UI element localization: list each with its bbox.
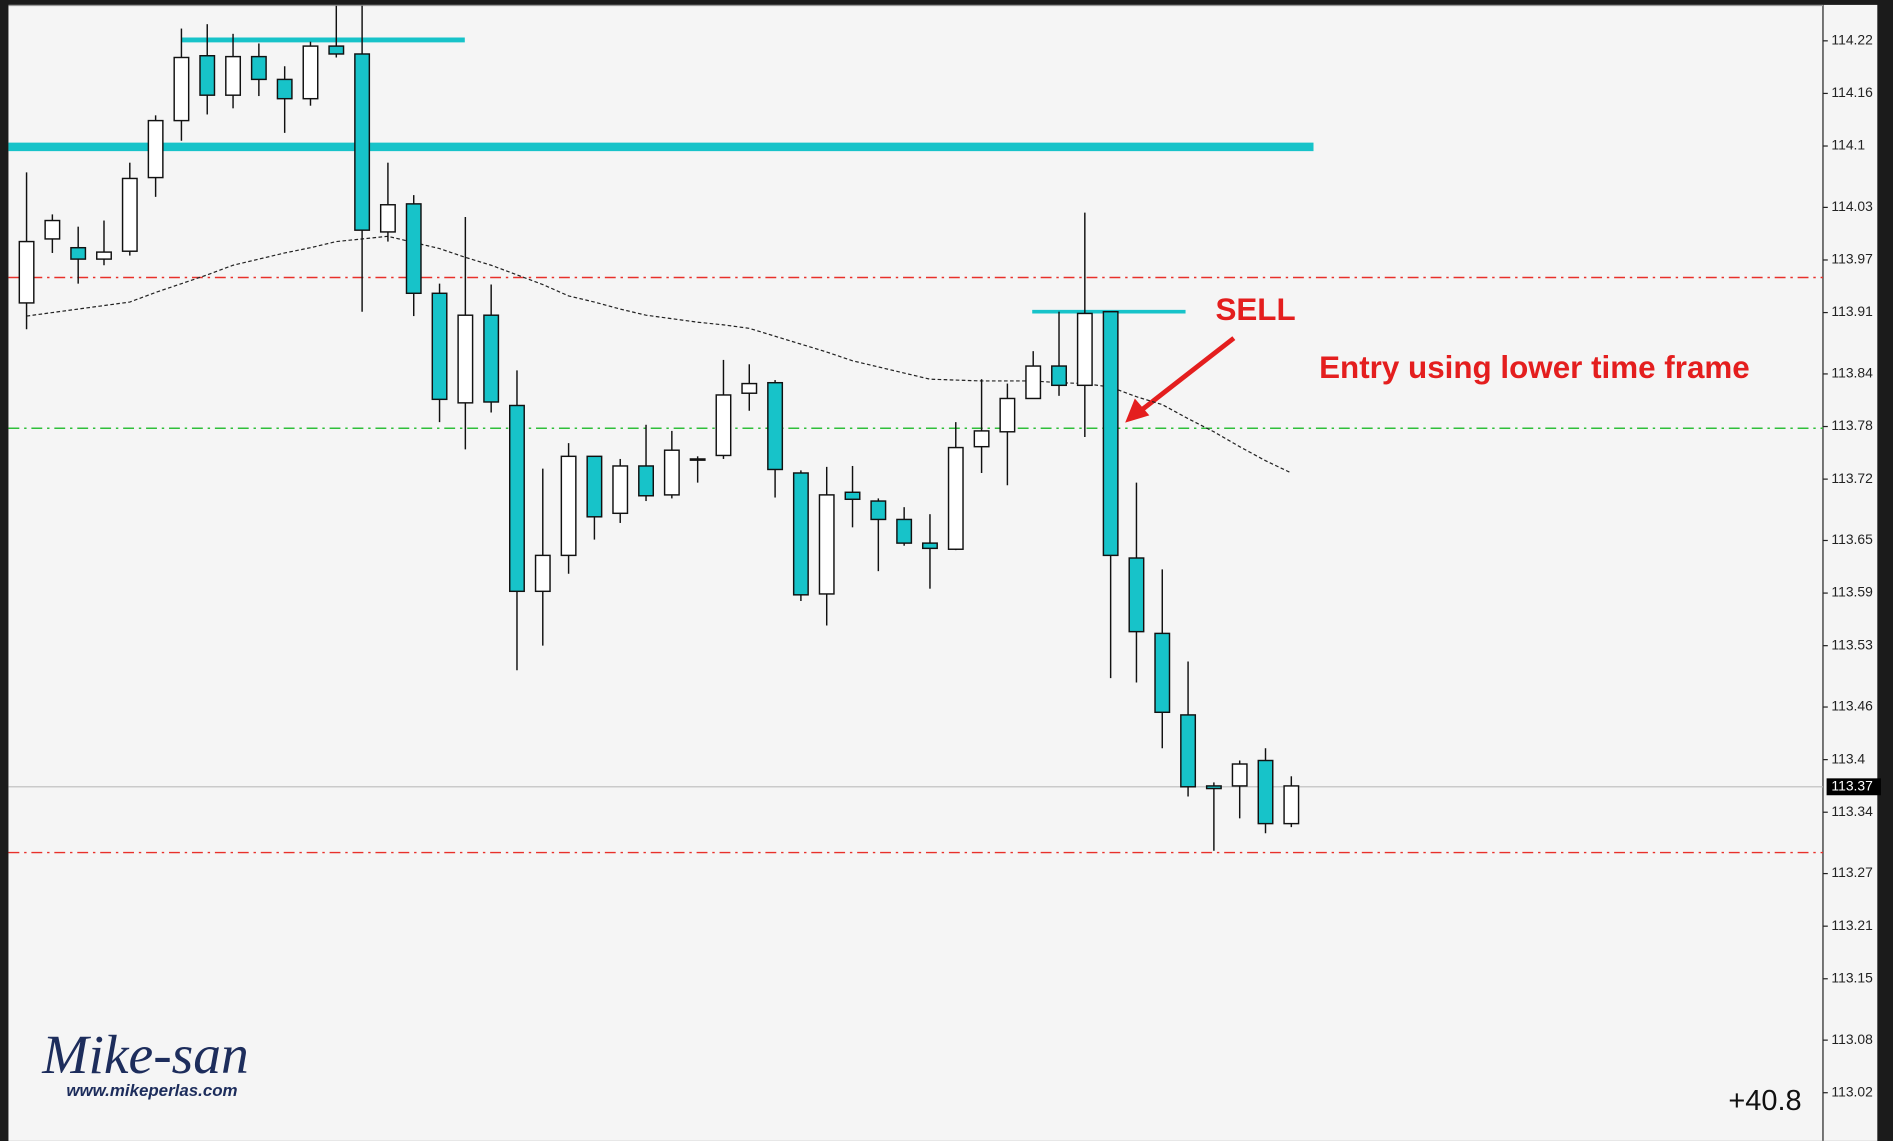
y-tick-label: 113.72 [1831, 470, 1873, 486]
candle-body [818, 494, 835, 595]
counter: +40.8 [1728, 1085, 1801, 1117]
candle-body [44, 219, 61, 240]
chart-background [8, 4, 1878, 1141]
candle-body [1205, 785, 1222, 790]
current-price-box [1826, 778, 1881, 796]
candle-body [921, 542, 938, 550]
arrow-shaft [1139, 336, 1236, 413]
arrow-head [1125, 398, 1150, 423]
candle-body [792, 472, 809, 596]
candle-body [457, 314, 474, 404]
candle-body [1257, 759, 1274, 825]
y-tick-label: 114.03 [1831, 198, 1873, 214]
candle-body [896, 518, 913, 544]
moving-average [26, 235, 1292, 474]
y-tick-label: 113.4 [1831, 750, 1865, 766]
y-tick-label: 113.91 [1831, 303, 1873, 319]
candle-body [1025, 365, 1042, 400]
y-tick-label: 113.84 [1831, 365, 1873, 381]
candle-body [689, 458, 706, 461]
candle-body [483, 314, 500, 403]
candle-body [1283, 785, 1300, 825]
candle-body [1128, 557, 1145, 633]
y-tick-label: 113.78 [1831, 417, 1873, 433]
candle-body [328, 45, 345, 55]
candle-body [379, 204, 396, 233]
candle-body [121, 177, 138, 252]
candle-body [844, 491, 861, 501]
entry-note: Entry using lower time frame [1319, 350, 1750, 385]
candle-body [973, 430, 990, 448]
y-tick-label: 113.59 [1831, 584, 1873, 600]
candle-body [560, 455, 577, 557]
candle-body [509, 404, 525, 593]
candle-body [354, 53, 371, 231]
y-tick-label: 114.16 [1831, 84, 1873, 100]
candle-body [715, 394, 732, 457]
candle-body [870, 500, 887, 521]
y-tick-label: 113.02 [1831, 1083, 1873, 1099]
candle-body [405, 203, 422, 295]
y-tick-label: 113.65 [1831, 531, 1873, 547]
candle-body [638, 465, 655, 497]
candle-body [96, 251, 112, 260]
y-tick-label: 114.22 [1831, 32, 1873, 48]
y-tick-label: 113.34 [1831, 803, 1873, 819]
y-tick-label: 113.21 [1831, 917, 1873, 933]
candle-body [534, 554, 551, 593]
candle-body [173, 56, 190, 122]
watermark-url: www.mikeperlas.com [66, 1081, 237, 1100]
candle-body [741, 382, 758, 394]
candle-body [1102, 310, 1119, 557]
candle-body [431, 292, 448, 401]
candle-body [1231, 763, 1248, 787]
y-tick-label: 113.46 [1831, 698, 1873, 714]
candle-body [612, 465, 629, 515]
watermark-name: Mike-san [41, 1025, 249, 1086]
candle-body [18, 240, 35, 304]
y-tick-label: 113.53 [1831, 636, 1873, 652]
candle-body [276, 78, 293, 100]
candle-body [1076, 312, 1093, 387]
y-tick-label: 113.97 [1831, 251, 1873, 267]
candle-body [147, 119, 164, 179]
current-price-label: 113.37 [1831, 777, 1873, 793]
candle-body [767, 381, 784, 471]
candle-body [999, 397, 1016, 433]
y-tick-label: 113.15 [1831, 969, 1873, 985]
candle-body [586, 455, 603, 518]
y-tick-label: 113.27 [1831, 864, 1873, 880]
candle-body [1051, 365, 1067, 387]
candle-body [1180, 714, 1197, 788]
candle-body [225, 55, 242, 96]
candle-body [250, 55, 267, 81]
candle-body [199, 55, 216, 96]
candle-body [302, 45, 319, 100]
candle-body [1154, 632, 1171, 714]
sell-label: SELL [1215, 292, 1295, 327]
y-tick-label: 113.08 [1831, 1031, 1873, 1047]
candle-body [663, 449, 680, 496]
y-tick-label: 114.1 [1831, 137, 1865, 153]
candle-body [70, 246, 87, 260]
candle-body [947, 446, 964, 550]
